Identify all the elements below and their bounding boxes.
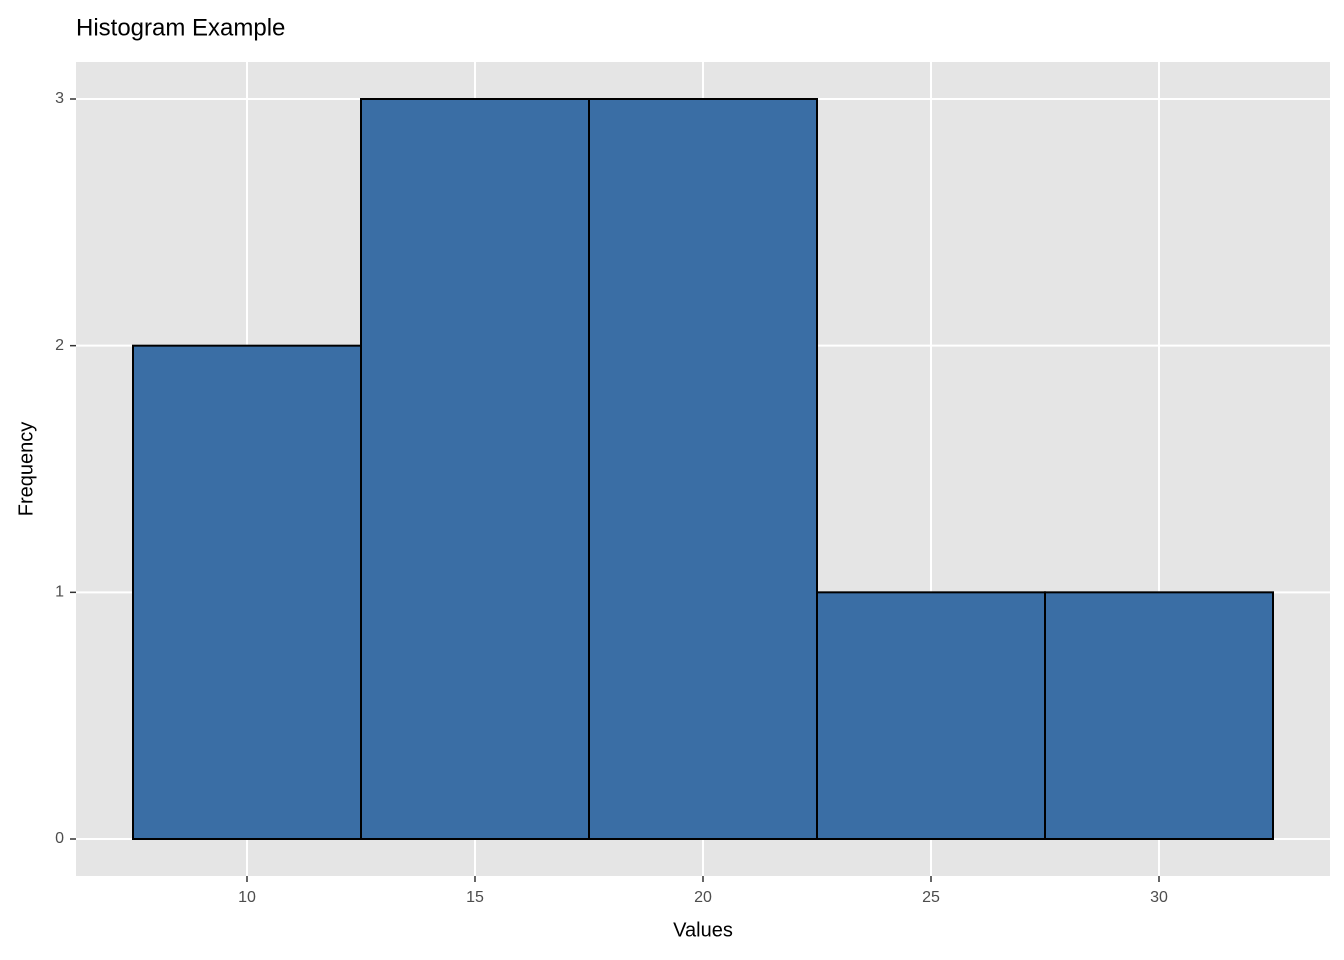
x-tick-label: 20 — [694, 889, 712, 906]
bar — [816, 591, 1046, 840]
y-tick-label: 2 — [55, 337, 64, 354]
bar — [132, 344, 362, 840]
y-tick-label: 3 — [55, 90, 64, 107]
x-axis-title: Values — [673, 919, 733, 941]
y-tick-label: 0 — [55, 830, 64, 847]
x-tick-label: 30 — [1150, 889, 1168, 906]
chart-title: Histogram Example — [76, 14, 285, 41]
x-tick-label: 10 — [238, 889, 256, 906]
x-tick-label: 15 — [466, 889, 484, 906]
y-tick-label: 1 — [55, 584, 64, 601]
bar — [588, 98, 818, 840]
x-tick-label: 25 — [922, 889, 940, 906]
y-axis-title: Frequency — [15, 422, 37, 517]
bar — [360, 98, 590, 840]
bar — [1044, 591, 1274, 840]
